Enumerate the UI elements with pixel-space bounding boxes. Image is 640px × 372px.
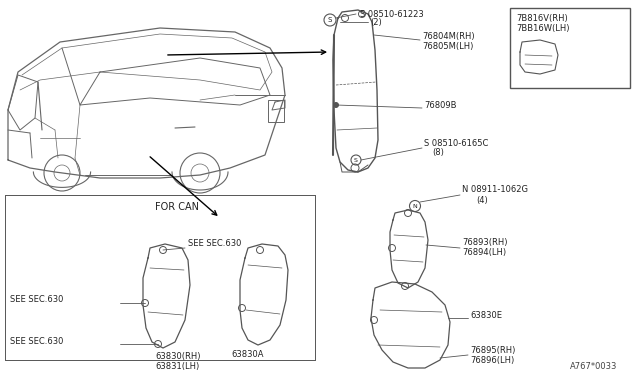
Text: 63831(LH): 63831(LH) — [155, 362, 199, 371]
Circle shape — [333, 102, 339, 108]
Text: SEE SEC.630: SEE SEC.630 — [188, 240, 241, 248]
Text: 76894(LH): 76894(LH) — [462, 247, 506, 257]
Text: (4): (4) — [476, 196, 488, 205]
Bar — [268, 100, 284, 122]
Text: N: N — [413, 203, 417, 208]
Text: 63830A: 63830A — [232, 350, 264, 359]
Text: FOR CAN: FOR CAN — [155, 202, 199, 212]
Text: (2): (2) — [370, 18, 381, 27]
Bar — [510, 8, 630, 88]
Text: S 08510-61223: S 08510-61223 — [360, 10, 424, 19]
Text: N 08911-1062G: N 08911-1062G — [462, 186, 528, 195]
Text: 76805M(LH): 76805M(LH) — [422, 42, 474, 51]
Text: 63830E: 63830E — [470, 311, 502, 320]
Text: SEE SEC.630: SEE SEC.630 — [10, 295, 63, 305]
Text: S: S — [354, 157, 358, 163]
Text: S 08510-6165C: S 08510-6165C — [424, 138, 488, 148]
Text: A767*0033: A767*0033 — [570, 362, 618, 371]
Text: 76809B: 76809B — [424, 100, 456, 109]
Text: (8): (8) — [432, 148, 444, 157]
Text: 76895(RH): 76895(RH) — [470, 346, 515, 355]
Text: SEE SEC.630: SEE SEC.630 — [10, 337, 63, 346]
Text: 7B816V(RH): 7B816V(RH) — [516, 14, 568, 23]
Text: 7BB16W(LH): 7BB16W(LH) — [516, 24, 570, 33]
Text: 76893(RH): 76893(RH) — [462, 237, 508, 247]
Text: 76804M(RH): 76804M(RH) — [422, 32, 475, 41]
Text: 63830(RH): 63830(RH) — [155, 352, 200, 361]
Text: S: S — [328, 17, 332, 23]
Text: 76896(LH): 76896(LH) — [470, 356, 515, 365]
